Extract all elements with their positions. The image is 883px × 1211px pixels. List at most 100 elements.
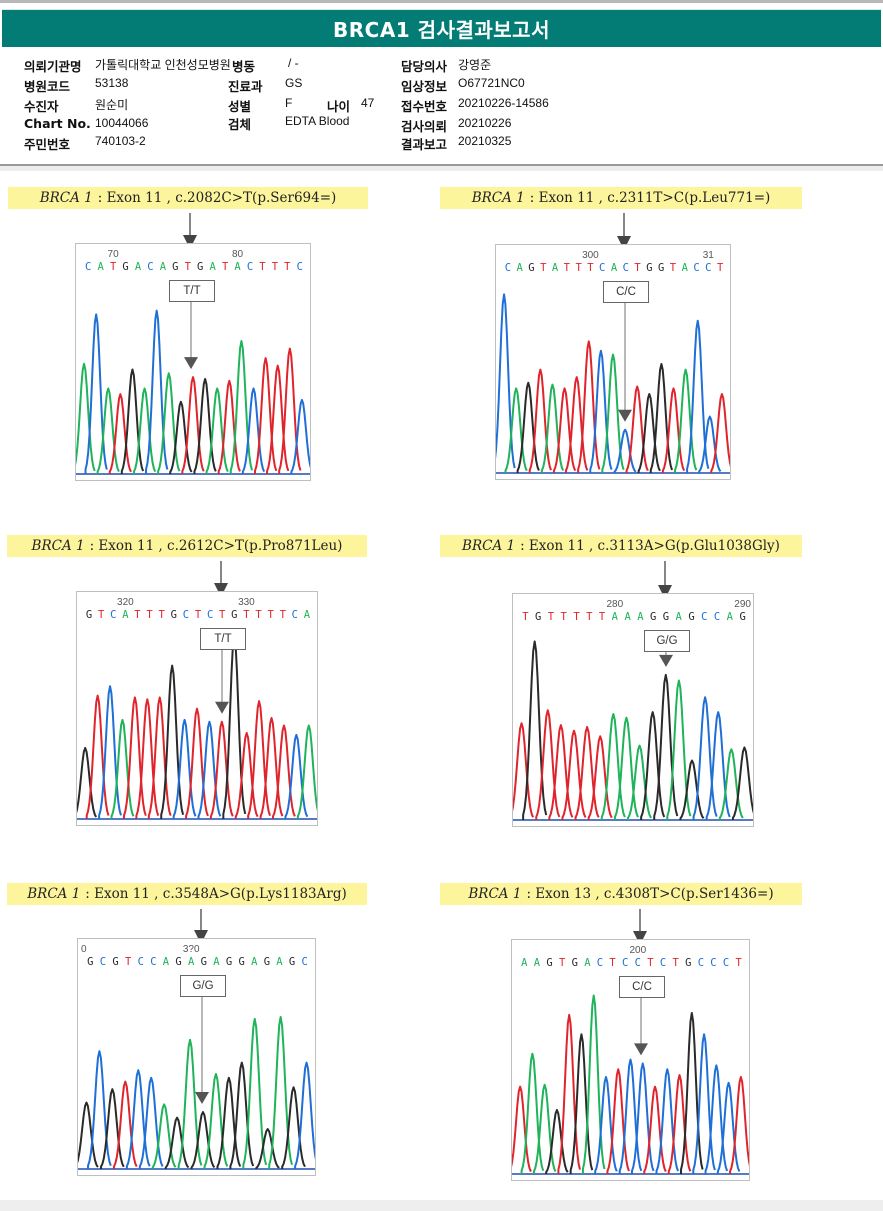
peak-c: [613, 428, 637, 473]
peak-a: [540, 383, 565, 473]
peak-t: [661, 387, 686, 473]
chromatogram-plot: 70 80C A T G A C A G T G A T A C T T T C: [76, 249, 310, 475]
info-label-receipt-no: 접수번호: [401, 99, 448, 114]
chromatogram: 200 A A G T G A C T C C T C T G C C C T C/C: [511, 939, 750, 1181]
arrow-down-icon: [214, 583, 228, 597]
peak-g: [569, 1033, 594, 1174]
base-call: G: [264, 956, 270, 968]
chromatogram-plot: 300 31C A G T A T T T C A C T G G T A C C T: [496, 250, 730, 474]
position-label: 70: [108, 249, 120, 260]
peak-c: [630, 1062, 655, 1174]
arrow-down-icon: [183, 235, 197, 249]
section-divider: [0, 164, 883, 166]
base-call: G: [685, 957, 691, 969]
gene-name: BRCA 1: [39, 190, 93, 206]
caption-arrow: [214, 561, 228, 597]
genotype-label: C/C: [619, 976, 665, 998]
base-call: G: [546, 957, 552, 969]
peak-g: [78, 1101, 99, 1168]
peak-a: [673, 368, 698, 473]
info-label-specimen: 검체: [228, 117, 252, 132]
chromatogram: 300 31 C A G T A T T T C A C T G G T A C C T C/C: [495, 244, 731, 480]
peak-a: [132, 387, 157, 474]
genotype-label: T/T: [169, 280, 215, 302]
top-rule: [0, 0, 883, 3]
base-call: G: [231, 609, 237, 621]
base-call: T: [134, 609, 141, 621]
info-value-patient-name: 원순미: [95, 98, 129, 112]
position-label: 200: [629, 945, 646, 956]
peak-t: [85, 694, 110, 819]
info-label-request-date: 검사의뢰: [401, 119, 448, 134]
info-value-specimen: EDTA Blood: [285, 114, 350, 128]
base-call: G: [87, 956, 93, 968]
peak-a: [718, 748, 744, 820]
pointer-arrow-icon: [659, 654, 673, 667]
peak-g: [679, 759, 705, 820]
base-call: T: [672, 957, 679, 969]
peak-c: [290, 398, 310, 474]
base-call: G: [172, 261, 178, 273]
peak-t: [667, 1074, 692, 1174]
peak-a: [242, 1017, 268, 1169]
peak-t: [548, 724, 574, 820]
peak-g: [637, 393, 661, 473]
base-call: T: [98, 609, 105, 621]
base-call: A: [584, 957, 591, 969]
base-call: T: [573, 611, 580, 623]
variant-detail: : Exon 11 , c.2612C>T(p.Pro871Leu): [89, 538, 343, 554]
base-call: T: [222, 261, 229, 273]
info-label-chart-no: Chart No.: [24, 116, 91, 131]
peak-a: [601, 353, 625, 473]
peak-a: [205, 387, 229, 474]
position-label: 80: [232, 249, 244, 260]
position-label: 330: [238, 597, 255, 608]
peak-g: [77, 746, 98, 818]
variant-caption: BRCA 1: Exon 11 , c.3548A>G(p.Lys1183Arg…: [7, 883, 367, 905]
bottom-bar: [0, 1200, 883, 1211]
base-call: C: [714, 611, 720, 623]
base-call: C: [599, 262, 605, 274]
peak-t: [266, 364, 290, 474]
peak-c: [589, 349, 613, 473]
arrow-down-icon: [617, 236, 631, 250]
base-call: T: [255, 609, 262, 621]
info-value-institution: 가톨릭대학교 인천성모병원: [95, 58, 231, 72]
peak-c: [716, 1081, 741, 1174]
peak-a: [600, 712, 626, 820]
peak-t: [528, 368, 552, 473]
base-call: C: [297, 261, 303, 273]
peak-c: [686, 319, 710, 473]
base-call: T: [125, 956, 132, 968]
peak-t: [561, 729, 587, 820]
base-call: A: [624, 611, 631, 623]
base-call: G: [175, 956, 181, 968]
position-label: 3?0: [183, 944, 200, 955]
base-call: T: [575, 262, 582, 274]
base-call: T: [540, 262, 547, 274]
peak-a: [296, 724, 317, 819]
position-label: 290: [734, 599, 751, 610]
base-call: C: [100, 956, 106, 968]
base-call: T: [146, 609, 153, 621]
gene-name: BRCA 1: [462, 538, 516, 554]
peak-c: [692, 1033, 716, 1174]
base-call: C: [110, 609, 116, 621]
base-call: C: [723, 957, 729, 969]
base-call: C: [207, 609, 213, 621]
gene-name: BRCA 1: [468, 886, 522, 902]
arrow-down-icon: [194, 930, 208, 944]
base-call: T: [195, 609, 202, 621]
position-label: 280: [606, 599, 623, 610]
peak-a: [203, 1073, 229, 1169]
info-value-hospital-code: 53138: [95, 76, 129, 90]
chromatogram-plot: 0 3?0G C G T C C A G A G A G G A G A G C: [78, 944, 315, 1170]
peak-g: [190, 1111, 216, 1169]
peak-c: [145, 309, 169, 474]
peak-t: [513, 722, 535, 818]
base-call: A: [122, 609, 129, 621]
caption-arrow: [183, 213, 197, 249]
peak-a: [520, 1052, 545, 1174]
peak-t: [253, 357, 278, 474]
info-label-report-date: 결과보고: [401, 137, 448, 152]
